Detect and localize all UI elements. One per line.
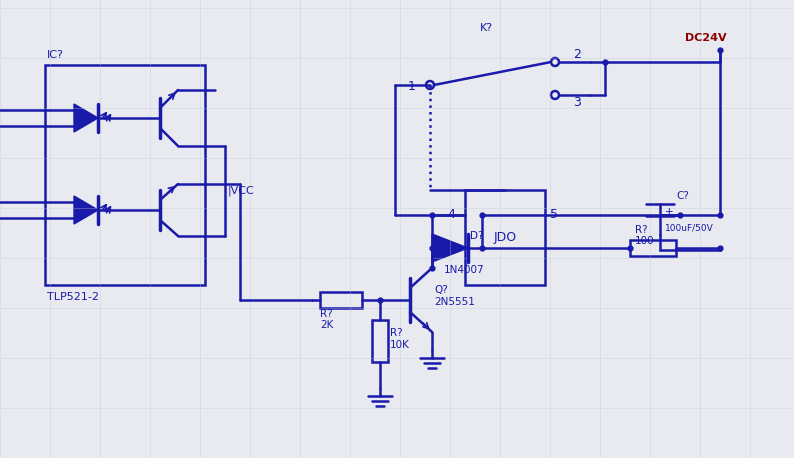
Text: IC?: IC? <box>47 50 64 60</box>
Bar <box>630 240 676 256</box>
Text: TLP521-2: TLP521-2 <box>47 292 99 302</box>
Text: 1: 1 <box>408 81 416 93</box>
Text: 3: 3 <box>573 97 581 109</box>
Text: |VCC: |VCC <box>228 186 255 196</box>
Polygon shape <box>432 234 468 262</box>
Bar <box>320 292 362 308</box>
Text: 2N5551: 2N5551 <box>434 297 475 307</box>
Text: 5: 5 <box>550 208 558 222</box>
Text: C?: C? <box>676 191 689 201</box>
Text: +: + <box>665 207 673 217</box>
Text: 100: 100 <box>635 236 654 246</box>
Text: R?: R? <box>320 309 333 319</box>
Text: R?: R? <box>635 225 648 235</box>
Text: 100uF/50V: 100uF/50V <box>665 224 714 233</box>
Text: 2K: 2K <box>320 320 333 330</box>
Text: DC24V: DC24V <box>685 33 727 43</box>
Bar <box>45 65 205 285</box>
Polygon shape <box>74 104 98 132</box>
Polygon shape <box>74 196 98 224</box>
Text: 4: 4 <box>447 208 455 222</box>
Text: D?: D? <box>470 231 484 241</box>
Bar <box>465 190 545 285</box>
Text: 10K: 10K <box>390 340 410 350</box>
Bar <box>372 320 388 362</box>
Text: R?: R? <box>390 328 403 338</box>
Text: 2: 2 <box>573 48 581 60</box>
Text: K?: K? <box>480 23 493 33</box>
Text: JDO: JDO <box>493 230 517 244</box>
Text: Q?: Q? <box>434 285 448 295</box>
Text: 1N4007: 1N4007 <box>444 265 484 275</box>
